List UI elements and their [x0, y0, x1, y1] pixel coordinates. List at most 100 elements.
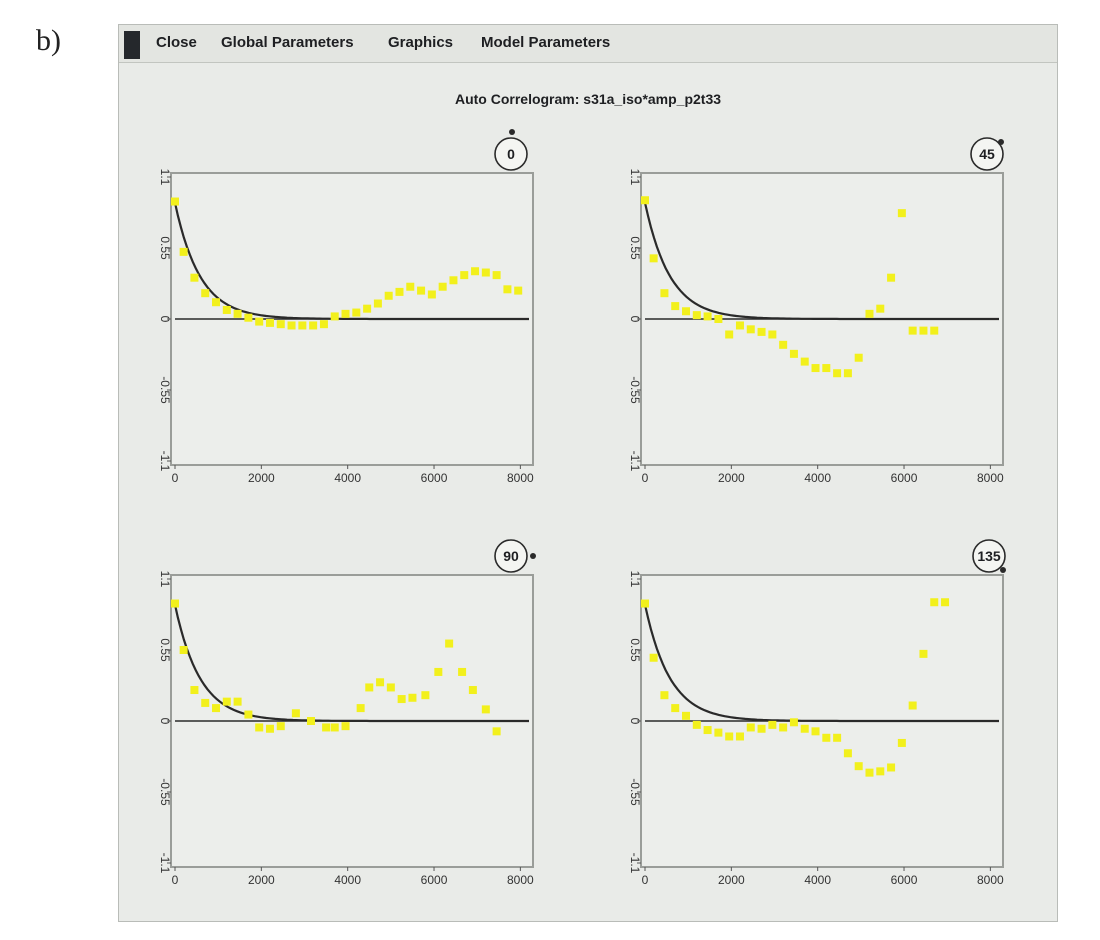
data-point: [233, 309, 242, 318]
data-point: [373, 299, 382, 308]
data-point: [341, 722, 350, 731]
x-tick-label: 6000: [891, 873, 918, 887]
data-point: [417, 286, 426, 295]
data-point: [201, 289, 210, 298]
menu-close[interactable]: Close: [156, 34, 197, 51]
x-tick-label: 0: [172, 471, 179, 485]
data-point: [408, 693, 417, 702]
y-tick-label: 1.1: [158, 169, 172, 186]
data-point: [276, 722, 285, 731]
model-curve: [643, 202, 999, 321]
data-point: [703, 312, 712, 321]
data-point: [458, 667, 467, 676]
data-point: [363, 304, 372, 313]
data-point: [897, 209, 906, 218]
data-point: [919, 326, 928, 335]
y-tick-label: -0.55: [628, 778, 642, 806]
data-point: [471, 267, 480, 276]
menu-model-parameters[interactable]: Model Parameters: [481, 34, 611, 51]
data-point: [384, 291, 393, 300]
data-point: [692, 311, 701, 320]
y-tick-label: 1.1: [158, 571, 172, 588]
data-point: [287, 321, 296, 330]
figure-panel-label: b): [36, 24, 61, 57]
data-point: [514, 286, 523, 295]
direction-badge: [494, 137, 528, 171]
x-tick-label: 6000: [421, 471, 448, 485]
model-curve: [173, 202, 529, 321]
x-tick-label: 2000: [248, 873, 275, 887]
data-point: [660, 289, 669, 298]
data-point: [779, 723, 788, 732]
data-point: [330, 723, 339, 732]
data-point: [421, 691, 430, 700]
data-point: [222, 697, 231, 706]
x-tick-label: 8000: [507, 471, 534, 485]
data-point: [919, 649, 928, 658]
data-point: [735, 732, 744, 741]
data-point: [941, 598, 950, 607]
window-menu-icon[interactable]: [124, 31, 140, 59]
data-point: [692, 720, 701, 729]
data-point: [481, 268, 490, 277]
y-tick-label: -0.55: [158, 778, 172, 806]
data-point: [843, 369, 852, 378]
data-point: [854, 353, 863, 362]
data-point: [757, 724, 766, 733]
data-point: [190, 686, 199, 695]
data-point: [492, 271, 501, 280]
data-point: [930, 598, 939, 607]
model-curve: [643, 604, 999, 723]
data-point: [649, 653, 658, 662]
menu-global-parameters[interactable]: Global Parameters: [221, 34, 354, 51]
data-point: [406, 282, 415, 291]
y-tick-label: -1.1: [628, 451, 642, 472]
x-tick-label: 4000: [334, 873, 361, 887]
data-point: [352, 308, 361, 317]
menu-graphics[interactable]: Graphics: [388, 34, 454, 51]
data-point: [876, 767, 885, 776]
data-point: [930, 326, 939, 335]
data-point: [255, 723, 264, 732]
y-tick-label: 1.1: [628, 169, 642, 186]
direction-badge: [972, 539, 1006, 573]
model-curve: [173, 604, 529, 723]
data-point: [843, 749, 852, 758]
data-point: [449, 276, 458, 285]
data-point: [908, 701, 917, 710]
data-point: [492, 727, 501, 736]
data-point: [445, 639, 454, 648]
window-title: Auto Correlogram: s31a_iso*amp_p2t33: [454, 91, 722, 107]
data-point: [190, 273, 199, 282]
x-tick-label: 0: [642, 873, 649, 887]
data-point: [854, 762, 863, 771]
data-point: [201, 698, 210, 707]
x-tick-label: 0: [172, 873, 179, 887]
data-point: [291, 709, 300, 718]
data-point: [365, 683, 374, 692]
data-point: [356, 704, 365, 713]
direction-dot: [530, 553, 536, 559]
data-point: [908, 326, 917, 335]
data-point: [682, 307, 691, 316]
y-tick-label: -1.1: [158, 853, 172, 874]
y-tick-label: -1.1: [628, 853, 642, 874]
menu-bar: Close Global Parameters Graphics Model P…: [119, 25, 1057, 63]
y-tick-label: 0: [628, 316, 642, 323]
data-point: [298, 321, 307, 330]
data-point: [641, 599, 649, 608]
data-point: [746, 325, 755, 334]
data-point: [703, 726, 712, 735]
data-point: [395, 287, 404, 296]
y-tick-label: 0.55: [158, 236, 172, 260]
data-point: [811, 364, 820, 373]
data-point: [811, 727, 820, 736]
data-point: [714, 315, 723, 323]
x-tick-label: 4000: [804, 471, 831, 485]
x-tick-label: 2000: [248, 471, 275, 485]
data-point: [789, 718, 798, 727]
data-point: [768, 330, 777, 339]
